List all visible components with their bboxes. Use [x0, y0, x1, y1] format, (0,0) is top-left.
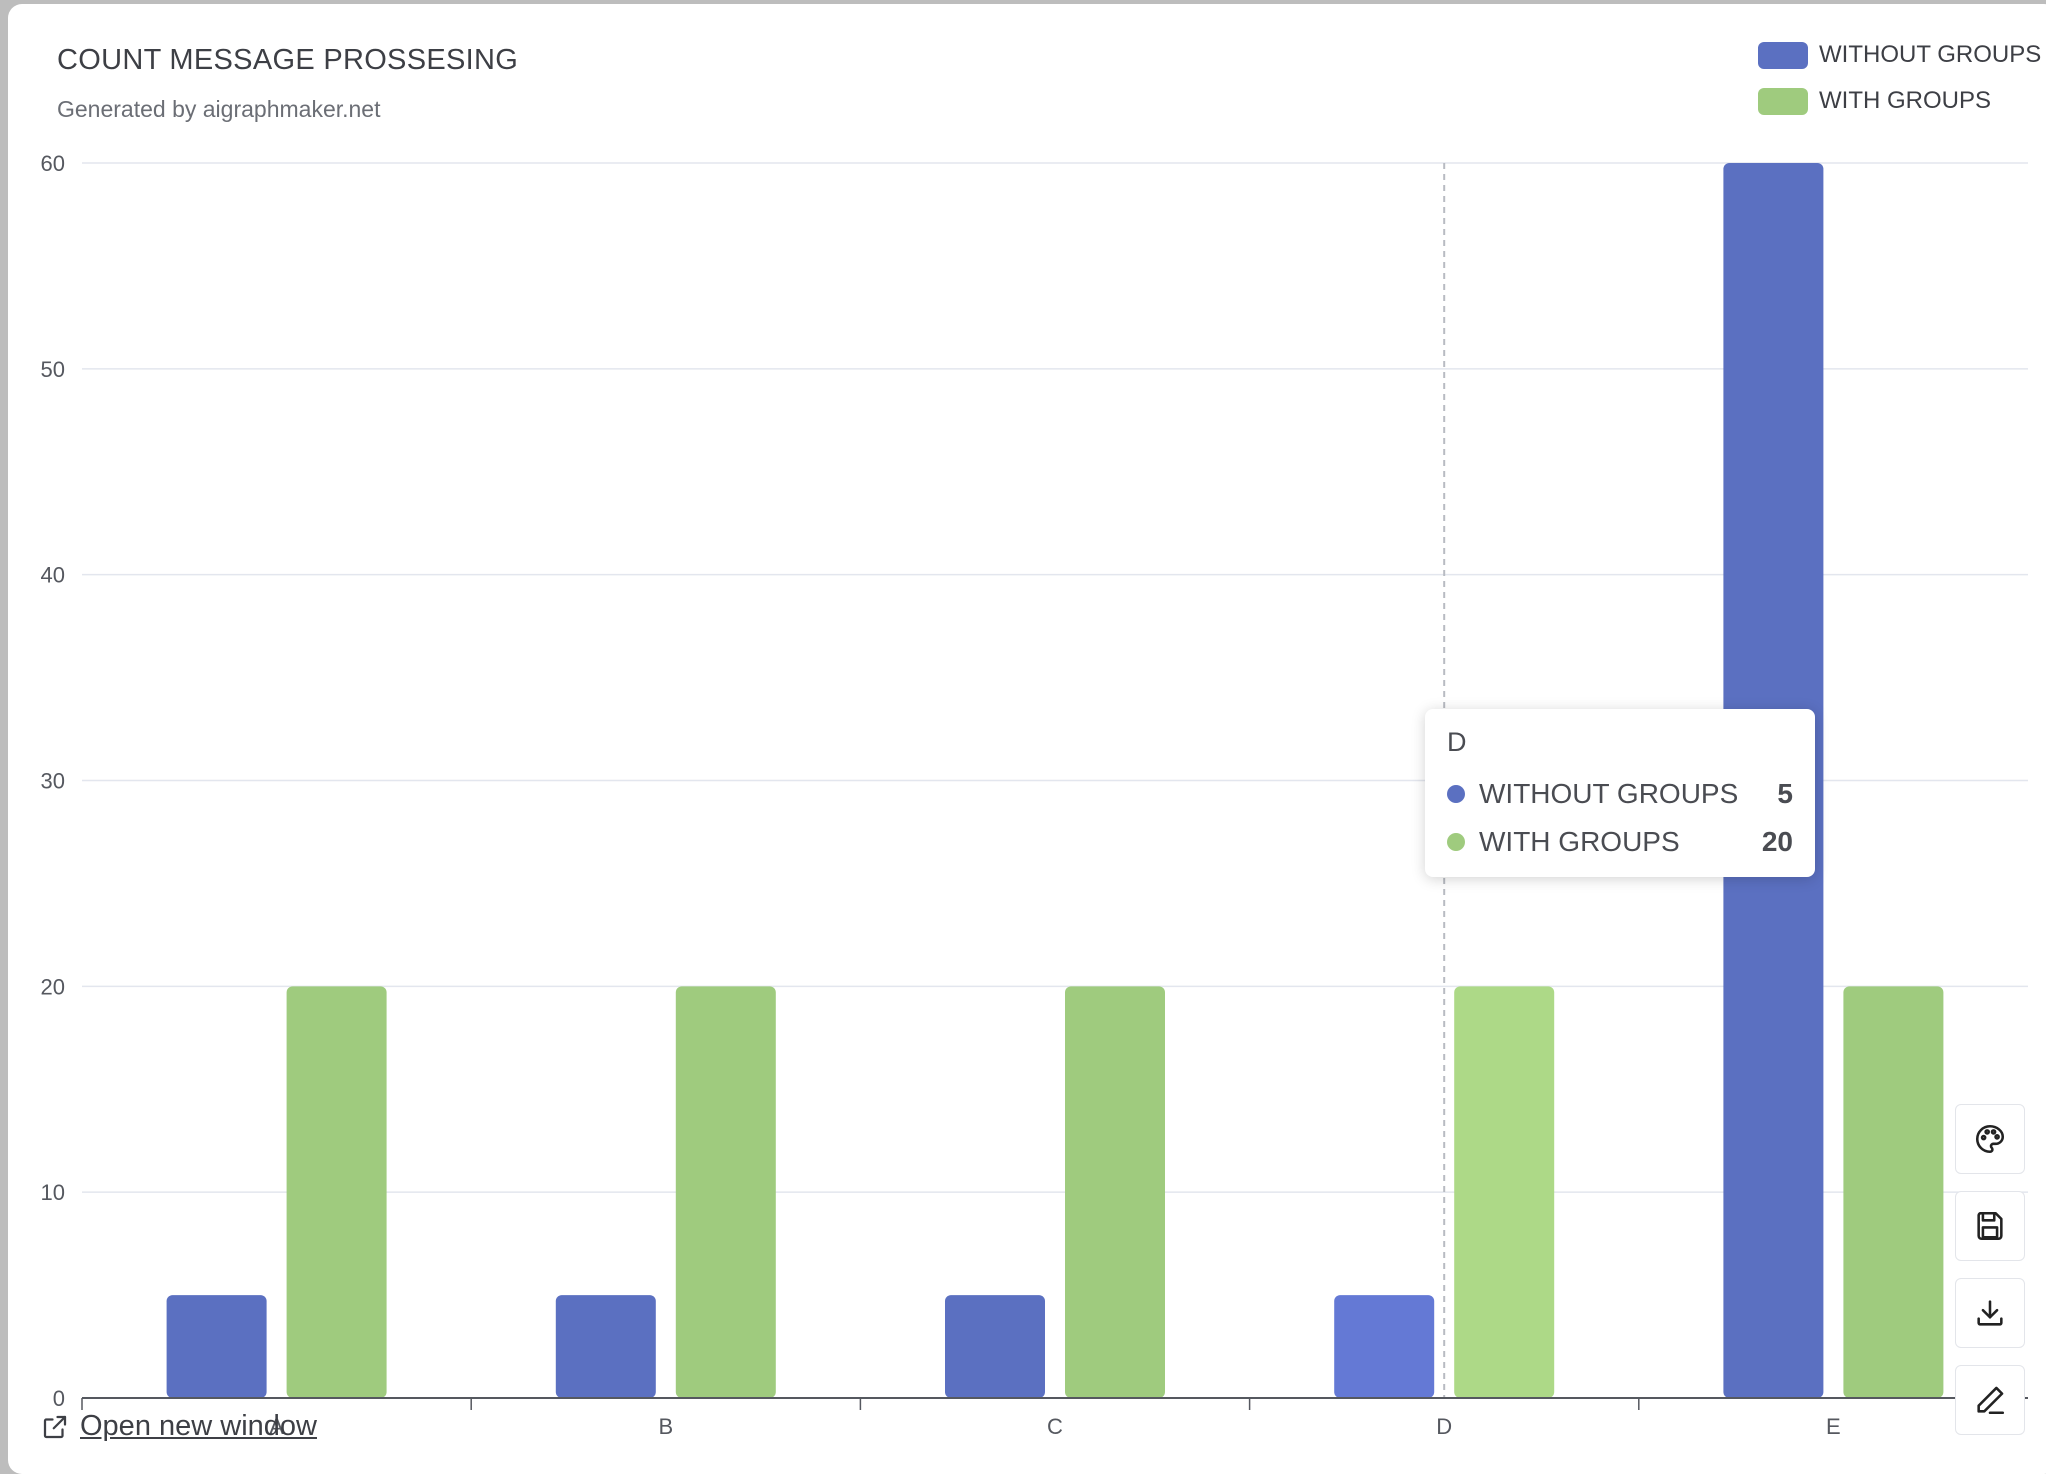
- y-tick-label: 0: [53, 1386, 65, 1411]
- legend-label: WITH GROUPS: [1819, 87, 1991, 114]
- bar-C-without-groups: [945, 1295, 1045, 1398]
- y-tick-label: 10: [41, 1180, 65, 1205]
- pencil-icon: [1977, 1386, 2005, 1415]
- tooltip-series-name: WITHOUT GROUPS: [1479, 778, 1739, 809]
- bar-C-with-groups: [1065, 986, 1165, 1398]
- chart-subtitle: Generated by aigraphmaker.net: [57, 96, 381, 122]
- x-tick-label: B: [658, 1414, 673, 1439]
- legend-item-without-groups[interactable]: WITHOUT GROUPS: [1758, 32, 2041, 78]
- x-tick-label: D: [1436, 1414, 1452, 1439]
- chart-title: COUNT MESSAGE PROSSESING: [57, 44, 519, 76]
- save-button[interactable]: [1955, 1191, 2025, 1261]
- series-dot-icon: [1447, 833, 1465, 851]
- x-tick-label: C: [1047, 1414, 1063, 1439]
- open-new-window-link[interactable]: Open new window: [40, 1410, 317, 1443]
- x-tick-label: E: [1826, 1414, 1841, 1439]
- legend: WITHOUT GROUPS WITH GROUPS: [1758, 32, 2041, 124]
- chart-toolbar: [1955, 1104, 2025, 1452]
- legend-swatch-with-groups: [1758, 87, 1808, 115]
- tooltip-row-with-groups: WITH GROUPS 20: [1447, 818, 1793, 866]
- tooltip-series-value: 5: [1777, 778, 1793, 809]
- tooltip-series-value: 20: [1761, 826, 1793, 857]
- y-tick-label: 50: [41, 357, 65, 382]
- y-tick-label: 20: [41, 974, 65, 999]
- external-link-icon: [43, 1415, 67, 1438]
- bar-D-without-groups: [1334, 1295, 1435, 1398]
- tooltip-title: D: [1447, 727, 1467, 757]
- x-tick-label: A: [269, 1414, 284, 1439]
- tooltip-series-name: WITH GROUPS: [1479, 826, 1680, 857]
- bar-A-without-groups: [166, 1295, 267, 1398]
- bar-A-with-groups: [286, 986, 387, 1398]
- series-dot-icon: [1447, 785, 1465, 803]
- bar-B-with-groups: [675, 986, 776, 1398]
- tooltip-row-without-groups: WITHOUT GROUPS 5: [1447, 770, 1793, 818]
- bar-B-without-groups: [555, 1295, 656, 1398]
- download-button[interactable]: [1955, 1278, 2025, 1348]
- palette-button[interactable]: [1955, 1104, 2025, 1174]
- bar-D-with-groups: [1454, 986, 1555, 1398]
- legend-label: WITHOUT GROUPS: [1819, 41, 2042, 68]
- save-icon: [1977, 1211, 2003, 1241]
- y-tick-label: 40: [41, 563, 65, 588]
- legend-item-with-groups[interactable]: WITH GROUPS: [1758, 78, 2041, 124]
- edit-button[interactable]: [1955, 1365, 2025, 1435]
- y-tick-label: 30: [41, 769, 65, 794]
- legend-swatch-without-groups: [1758, 41, 1808, 69]
- download-icon: [1977, 1300, 2003, 1326]
- palette-icon: [1975, 1124, 2005, 1154]
- chart-tooltip: D WITHOUT GROUPS 5 WITH GROUPS 20: [1425, 709, 1815, 877]
- open-new-window-label: Open new window: [80, 1410, 317, 1442]
- bar-E-with-groups: [1843, 986, 1944, 1398]
- y-tick-label: 60: [41, 151, 65, 176]
